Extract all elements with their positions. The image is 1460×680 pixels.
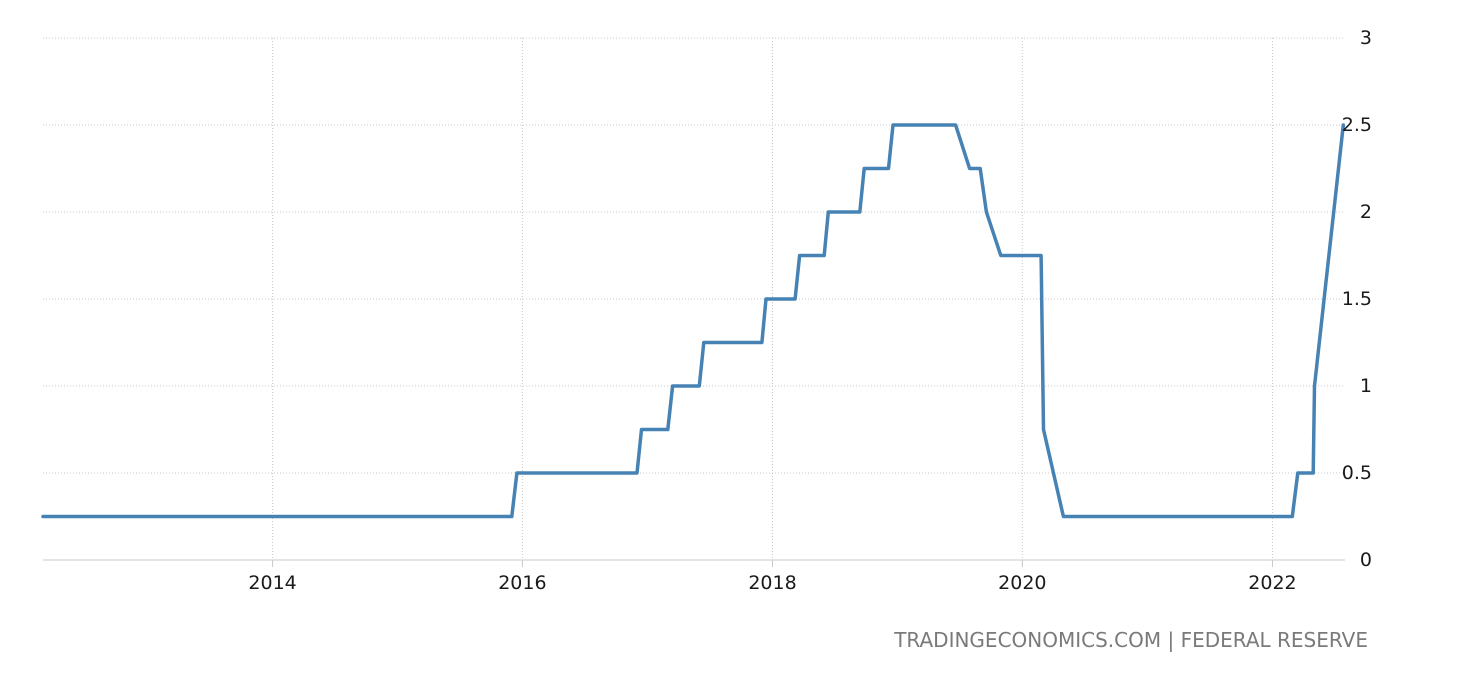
x-tick-label: 2020 [998,572,1046,594]
source-credit: TRADINGECONOMICS.COM | FEDERAL RESERVE [894,628,1368,652]
y-tick-label: 2 [1360,201,1372,223]
y-tick-label: 2.5 [1342,114,1372,136]
x-tick-label: 2018 [748,572,796,594]
series-line [41,123,1346,519]
x-tick-label: 2016 [498,572,546,594]
y-tick-label: 1 [1360,375,1372,397]
y-tick-label: 0 [1360,549,1372,571]
y-tick-label: 0.5 [1342,462,1372,484]
grid-lines [43,37,1345,560]
y-tick-label: 3 [1360,27,1372,49]
series-group [41,123,1346,519]
x-tick-label: 2014 [248,572,296,594]
x-tick-label: 2022 [1248,572,1296,594]
y-axis: 0 0.5 1 1.5 2 2.5 3 [1342,27,1372,571]
x-axis: 2014 2016 2018 2020 2022 [43,559,1345,594]
y-tick-label: 1.5 [1342,288,1372,310]
